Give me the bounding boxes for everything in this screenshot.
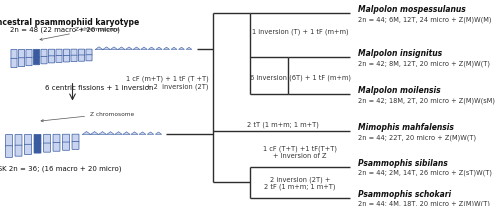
FancyBboxPatch shape (41, 57, 47, 64)
FancyBboxPatch shape (48, 57, 54, 64)
Text: 2n = 44; 22T, 20 micro + Z(M)W(T): 2n = 44; 22T, 20 micro + Z(M)W(T) (358, 134, 476, 140)
FancyBboxPatch shape (6, 135, 12, 146)
FancyBboxPatch shape (24, 145, 32, 155)
FancyBboxPatch shape (11, 50, 17, 59)
Text: 2n = 42; 8M, 12T, 20 micro + Z(M)W(T): 2n = 42; 8M, 12T, 20 micro + Z(M)W(T) (358, 60, 490, 66)
Text: 2 tT (1 m+m; 1 m+T): 2 tT (1 m+m; 1 m+T) (246, 121, 318, 128)
FancyBboxPatch shape (34, 144, 41, 153)
Text: Malpolon insignitus: Malpolon insignitus (358, 49, 442, 58)
Text: Psammophis sibilans: Psammophis sibilans (358, 158, 448, 167)
Text: Psammophis schokari: Psammophis schokari (358, 189, 450, 198)
FancyBboxPatch shape (72, 135, 79, 142)
Text: Z chromosome: Z chromosome (41, 111, 134, 122)
FancyBboxPatch shape (34, 57, 40, 66)
FancyBboxPatch shape (11, 59, 17, 68)
Text: 2n = 42; 18M, 2T, 20 micro + Z(M)W(sM): 2n = 42; 18M, 2T, 20 micro + Z(M)W(sM) (358, 97, 494, 103)
FancyBboxPatch shape (56, 56, 62, 63)
Text: Ancestral psammophiid karyotype: Ancestral psammophiid karyotype (0, 18, 139, 27)
Text: 2n = 48 (22 macro + 26 micro): 2n = 48 (22 macro + 26 micro) (10, 27, 120, 33)
FancyBboxPatch shape (64, 50, 70, 56)
Text: 1 inversion (T) + 1 tF (m+m): 1 inversion (T) + 1 tF (m+m) (252, 29, 348, 35)
FancyBboxPatch shape (34, 135, 41, 144)
FancyBboxPatch shape (86, 55, 92, 62)
FancyBboxPatch shape (56, 50, 62, 57)
FancyBboxPatch shape (62, 142, 70, 151)
FancyBboxPatch shape (24, 135, 32, 145)
Text: 1 cF (m+T) + 1 tF (T +T)
+ 2  inversion (2T): 1 cF (m+T) + 1 tF (T +T) + 2 inversion (… (126, 75, 209, 89)
FancyBboxPatch shape (44, 143, 51, 152)
Text: Mimophis mahfalensis: Mimophis mahfalensis (358, 123, 454, 132)
FancyBboxPatch shape (15, 135, 22, 146)
Text: ASK 2n = 36; (16 macro + 20 micro): ASK 2n = 36; (16 macro + 20 micro) (0, 165, 122, 171)
Text: Malpolon moilensis: Malpolon moilensis (358, 86, 440, 95)
FancyBboxPatch shape (41, 50, 47, 57)
FancyBboxPatch shape (53, 135, 60, 143)
FancyBboxPatch shape (44, 135, 51, 144)
FancyBboxPatch shape (78, 50, 84, 56)
FancyBboxPatch shape (26, 58, 32, 66)
FancyBboxPatch shape (26, 50, 32, 59)
FancyBboxPatch shape (6, 146, 12, 158)
Text: Malpolon mospessulanus: Malpolon mospessulanus (358, 6, 465, 14)
FancyBboxPatch shape (62, 135, 70, 143)
FancyBboxPatch shape (78, 56, 84, 62)
FancyBboxPatch shape (71, 56, 77, 62)
Text: 2n = 44; 2M, 14T, 26 micro + Z(sT)W(T): 2n = 44; 2M, 14T, 26 micro + Z(sT)W(T) (358, 169, 492, 175)
Text: 2n = 44; 4M, 18T, 20 micro + Z(M)W(T): 2n = 44; 4M, 18T, 20 micro + Z(M)W(T) (358, 200, 490, 206)
FancyBboxPatch shape (71, 50, 77, 56)
FancyBboxPatch shape (53, 143, 60, 151)
FancyBboxPatch shape (18, 59, 24, 67)
FancyBboxPatch shape (86, 50, 92, 56)
Text: 2 inversion (2T) +
2 tF (1 m+m; 1 m+T): 2 inversion (2T) + 2 tF (1 m+m; 1 m+T) (264, 175, 336, 189)
FancyBboxPatch shape (15, 145, 22, 156)
FancyBboxPatch shape (64, 56, 70, 63)
FancyBboxPatch shape (34, 50, 40, 58)
Text: Z chromosome: Z chromosome (40, 27, 119, 41)
Text: 6 inversion (6T) + 1 tF (m+m): 6 inversion (6T) + 1 tF (m+m) (250, 74, 350, 81)
Text: 6 centric fissions + 1 inversion: 6 centric fissions + 1 inversion (45, 85, 154, 90)
FancyBboxPatch shape (72, 142, 79, 150)
Text: 1 cF (T+T) +1 tF(T+T)
+ Inversion of Z: 1 cF (T+T) +1 tF(T+T) + Inversion of Z (263, 145, 337, 158)
Text: 2n = 44; 6M, 12T, 24 micro + Z(M)W(M): 2n = 44; 6M, 12T, 24 micro + Z(M)W(M) (358, 16, 491, 23)
FancyBboxPatch shape (18, 50, 24, 59)
FancyBboxPatch shape (48, 50, 54, 57)
